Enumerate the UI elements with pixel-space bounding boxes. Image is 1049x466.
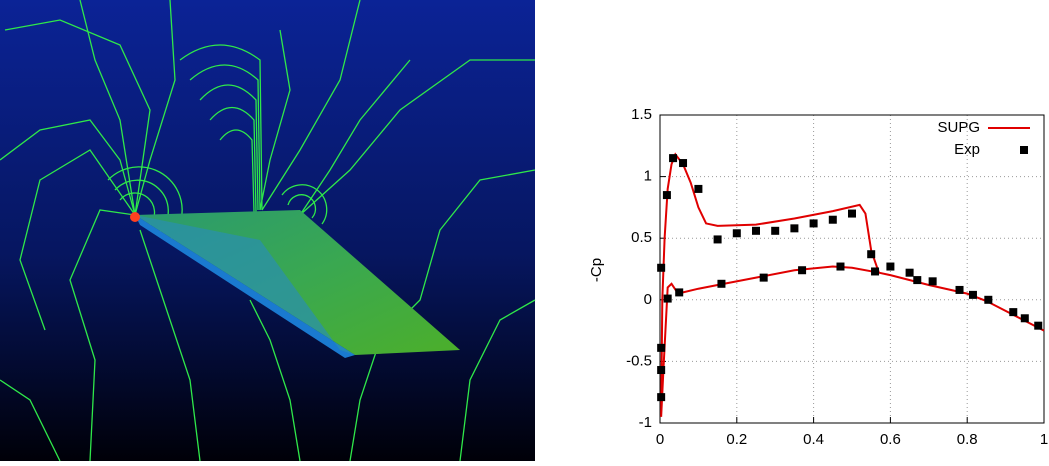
y-tick-label: 0 [644, 291, 652, 308]
data-point [968, 290, 977, 299]
data-point [913, 276, 922, 285]
plot-frame [659, 114, 1045, 424]
data-point [657, 393, 666, 402]
data-point [905, 268, 914, 277]
data-point [679, 159, 688, 168]
x-tick-label: 0.4 [803, 431, 824, 448]
data-point [955, 285, 964, 294]
data-point [694, 184, 703, 193]
data-point [798, 266, 807, 275]
legend-marker [1020, 146, 1028, 154]
data-point [871, 267, 880, 276]
data-point [809, 219, 818, 228]
data-point [984, 295, 993, 304]
x-tick-label: 0.8 [957, 431, 978, 448]
data-point [675, 288, 684, 297]
x-tick-label: 0.2 [726, 431, 747, 448]
data-point [669, 154, 678, 163]
data-point [867, 250, 876, 259]
x-tick-label: 1 [1040, 431, 1048, 448]
data-point [663, 294, 672, 303]
data-point [657, 263, 666, 272]
data-point [1009, 308, 1018, 317]
flow-visualization [0, 0, 536, 462]
y-tick-label: 1.5 [631, 106, 652, 123]
y-tick-label: 1 [644, 168, 652, 185]
data-point [713, 235, 722, 244]
data-point [1034, 321, 1043, 330]
data-point [657, 343, 666, 352]
data-point [662, 191, 671, 200]
data-point [848, 209, 856, 218]
y-tick-label: -1 [639, 414, 652, 431]
y-tick-label: 0.5 [631, 229, 652, 246]
data-point [886, 262, 895, 271]
series-line [660, 152, 1045, 417]
y-axis-label: -Cp [588, 258, 605, 282]
data-point [836, 262, 845, 271]
data-point [790, 224, 799, 233]
data-point [657, 366, 666, 375]
data-point [717, 279, 726, 288]
x-tick-label: 0 [656, 431, 664, 448]
data-point [752, 226, 760, 235]
data-point [771, 226, 780, 235]
data-point [759, 273, 768, 282]
plot: -Cp [588, 258, 605, 282]
x-tick-label: 0.6 [880, 431, 901, 448]
data-point [732, 229, 741, 238]
data-point [1020, 314, 1029, 323]
data-point [828, 215, 837, 224]
y-tick-label: -0.5 [626, 352, 652, 369]
legend-label: SUPG [937, 119, 980, 136]
data-point [928, 277, 937, 286]
legend-label: Exp [954, 141, 980, 158]
